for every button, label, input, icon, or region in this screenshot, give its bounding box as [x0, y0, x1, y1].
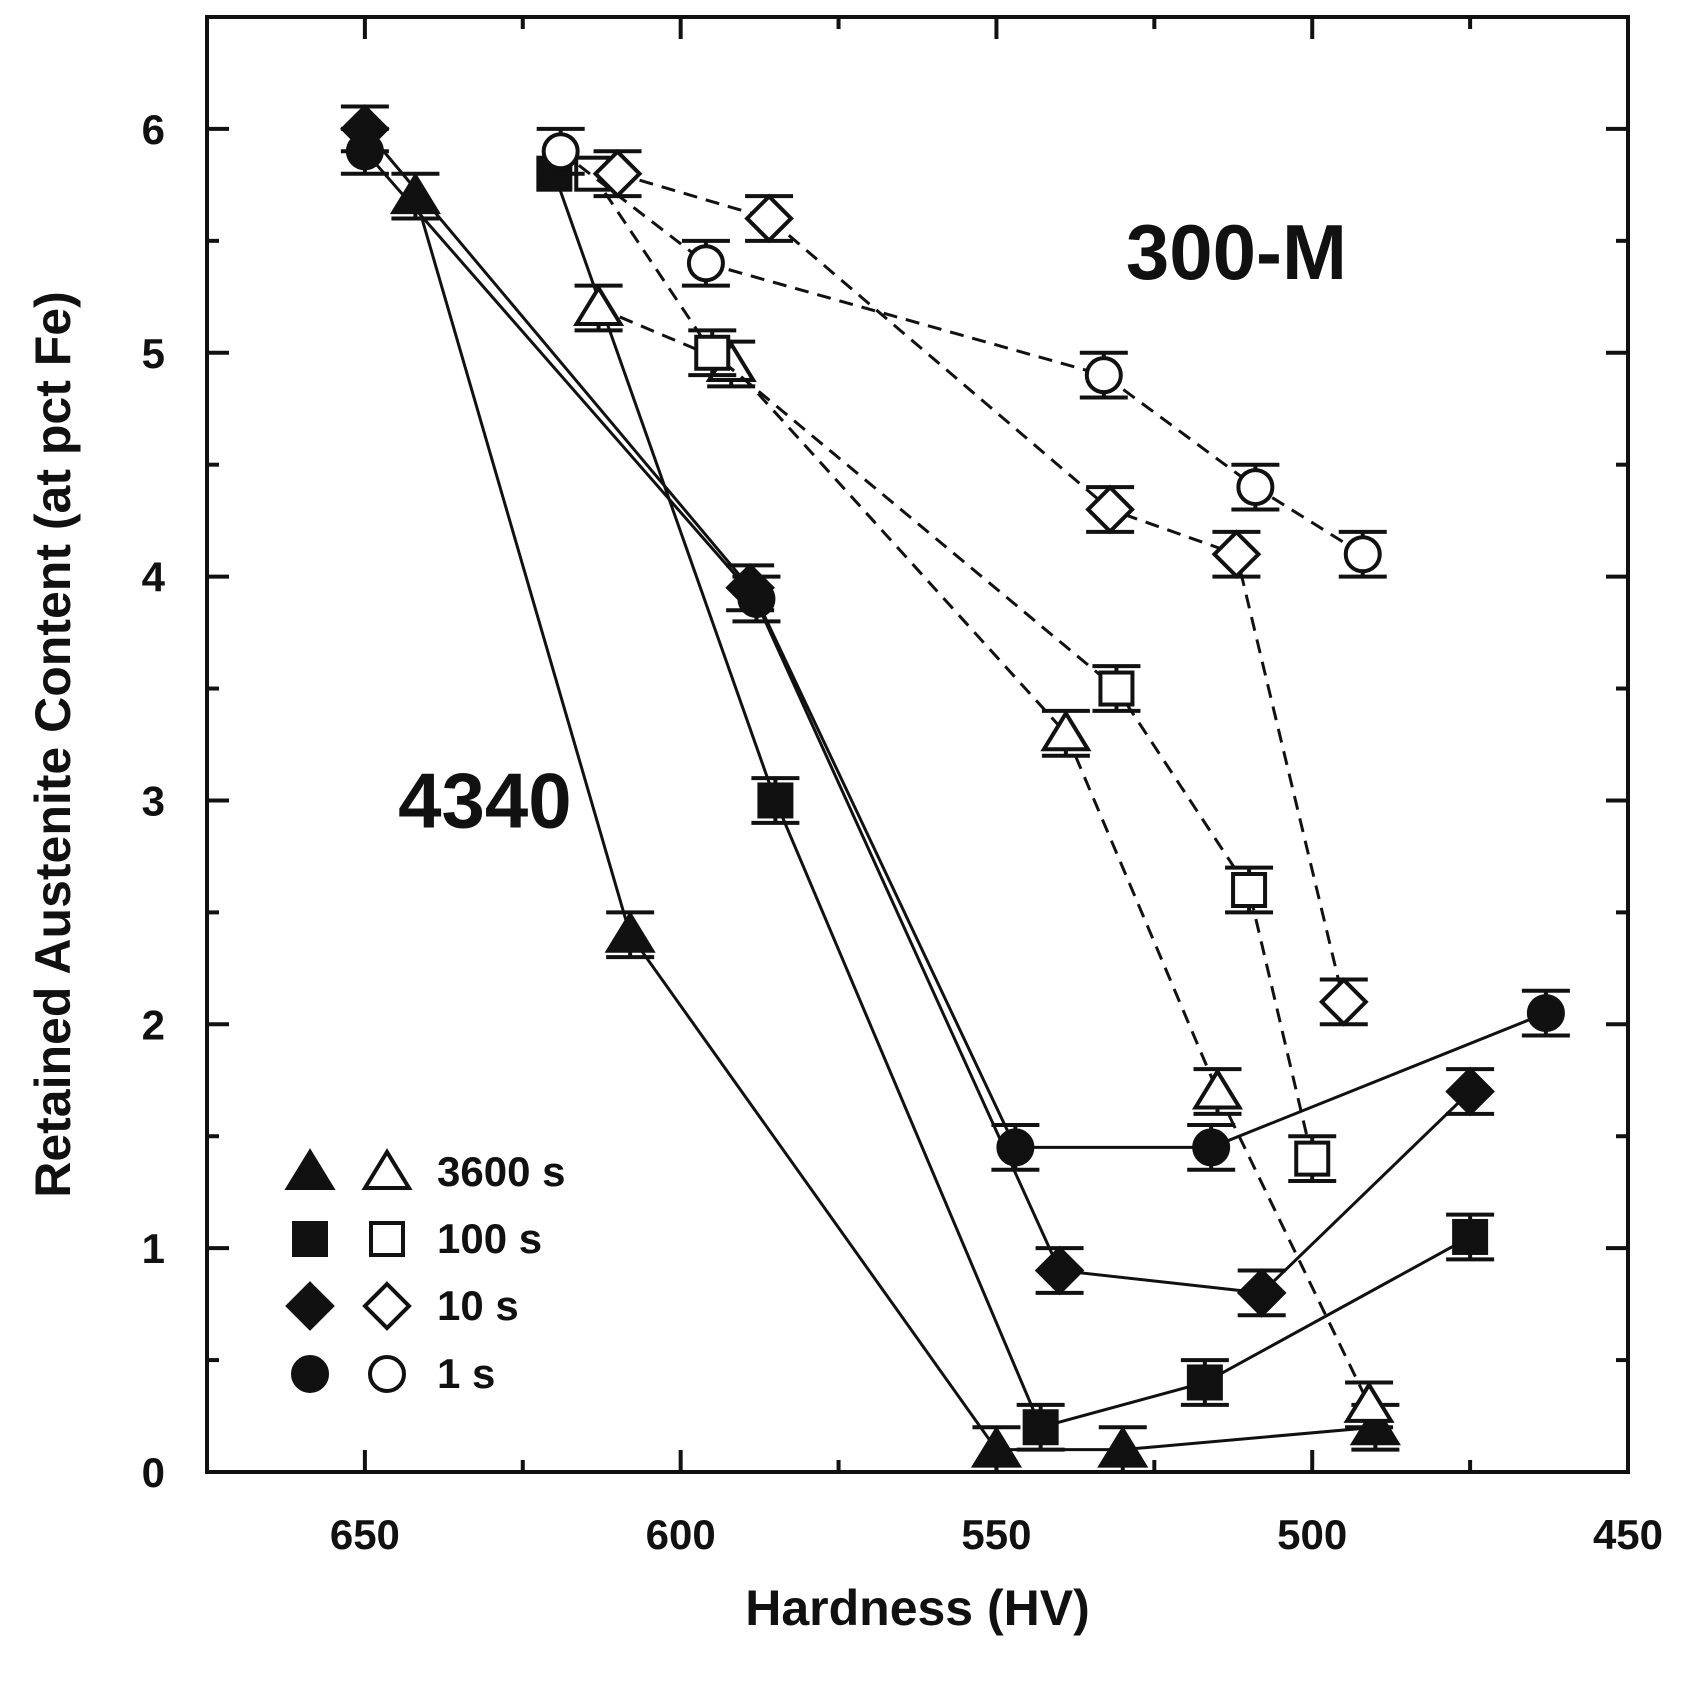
x-tick-label-600: 600	[646, 1511, 716, 1558]
data-point	[1445, 1066, 1495, 1117]
data-point	[1211, 529, 1262, 580]
legend-marker-filled	[285, 1281, 335, 1331]
ticks-layer: 0 1 2 3 4 5 6 650 600 550 500 450	[142, 17, 1663, 1558]
x-axis-title: Hardness (HV)	[745, 1580, 1090, 1636]
series-line	[559, 150, 1364, 556]
legend-marker-open	[361, 1148, 413, 1190]
data-point	[1098, 670, 1135, 707]
data-point	[1318, 977, 1369, 1027]
data-point	[604, 910, 656, 953]
data-point	[1294, 1140, 1331, 1177]
data-point	[1452, 1218, 1489, 1255]
data-point	[1343, 535, 1382, 574]
data-point	[1343, 1381, 1395, 1423]
x-tick-label-450: 450	[1593, 1511, 1663, 1558]
y-tick-label-1: 1	[142, 1225, 165, 1272]
data-point	[1085, 484, 1135, 535]
series-4340-100s	[536, 155, 1495, 1452]
data-point	[1186, 1364, 1223, 1401]
data-point	[1022, 1409, 1059, 1446]
series-300m-1s	[536, 126, 1387, 579]
data-point	[1526, 994, 1565, 1033]
data-point	[744, 193, 794, 244]
data-point	[757, 782, 794, 819]
data-point	[1192, 1128, 1231, 1167]
legend-item-100s: 100 s	[292, 1215, 542, 1262]
y-tick-label-5: 5	[142, 330, 165, 377]
legend-marker-open	[362, 1281, 412, 1331]
legend-marker-open	[368, 1355, 406, 1393]
annotation-4340: 4340	[398, 756, 572, 844]
legend-marker-filled	[291, 1355, 329, 1393]
series-300m-100s	[574, 155, 1337, 1183]
series-line	[597, 306, 1371, 1406]
legend-marker-filled	[292, 1221, 328, 1257]
data-point	[1236, 468, 1275, 507]
legend: 3600 s 100 s 10 s 1 s	[284, 1148, 565, 1397]
x-tick-label-550: 550	[961, 1511, 1031, 1558]
annotation-300m: 300-M	[1126, 208, 1347, 296]
data-point	[541, 132, 580, 171]
legend-label: 10 s	[437, 1282, 519, 1329]
data-point	[1097, 1425, 1149, 1468]
series-layer	[340, 104, 1570, 1474]
data-point	[1236, 1268, 1287, 1318]
y-tick-label-0: 0	[142, 1449, 165, 1496]
data-point	[572, 284, 625, 326]
legend-label: 3600 s	[437, 1148, 565, 1195]
plot-frame	[205, 15, 1630, 1474]
data-point	[1231, 872, 1268, 908]
y-axis-title: Retained Austenite Content (at pct Fe)	[25, 291, 81, 1198]
y-tick-label-4: 4	[142, 554, 166, 601]
data-point	[737, 580, 776, 618]
series-4340-1s	[340, 126, 1570, 1172]
data-point	[345, 132, 384, 171]
data-point	[1191, 1067, 1244, 1110]
x-tick-label-500: 500	[1277, 1511, 1347, 1558]
legend-item-1s: 1 s	[291, 1350, 495, 1397]
data-point	[1034, 1245, 1085, 1296]
y-tick-label-2: 2	[142, 1001, 165, 1048]
data-point	[1084, 356, 1123, 395]
x-tick-label-650: 650	[330, 1511, 400, 1558]
data-point	[686, 244, 725, 283]
legend-marker-filled	[284, 1148, 336, 1190]
legend-item-3600s: 3600 s	[284, 1148, 565, 1195]
legend-label: 100 s	[437, 1215, 542, 1262]
legend-label: 1 s	[437, 1350, 495, 1397]
data-point	[694, 334, 731, 371]
legend-marker-open	[369, 1221, 405, 1257]
data-point	[996, 1128, 1035, 1167]
legend-item-10s: 10 s	[285, 1281, 519, 1331]
y-tick-label-6: 6	[142, 106, 165, 153]
y-tick-label-3: 3	[142, 777, 165, 824]
data-point	[1040, 709, 1092, 752]
series-300m-3600s	[572, 283, 1395, 1430]
